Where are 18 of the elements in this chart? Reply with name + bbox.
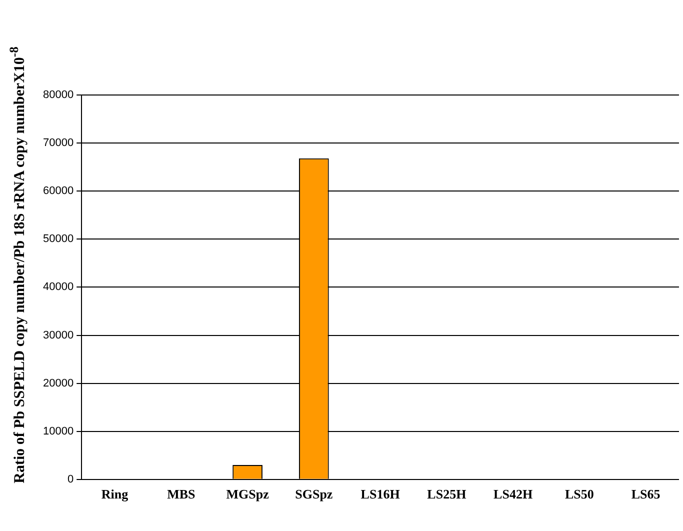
y-tick-label: 70000 — [42, 137, 74, 150]
x-tick-label: MBS — [167, 486, 196, 502]
x-tick-label: LS42H — [494, 486, 533, 502]
y-tick-label: 30000 — [42, 329, 74, 342]
x-tick-label: SGSpz — [295, 486, 333, 502]
y-tick-label: 60000 — [42, 185, 74, 198]
y-tick-label: 50000 — [42, 233, 74, 246]
x-tick-label: LS25H — [427, 486, 466, 502]
x-tick-label: LS16H — [360, 486, 400, 502]
x-tick-label: Ring — [101, 486, 129, 502]
y-tick-label: 0 — [67, 473, 74, 486]
x-tick-label: LS50 — [564, 486, 594, 502]
y-tick-label: 20000 — [42, 377, 74, 390]
x-tick-label: LS65 — [631, 486, 661, 502]
y-tick-label: 40000 — [42, 281, 74, 294]
x-tick-label: MGSpz — [226, 486, 270, 502]
y-tick-label: 10000 — [42, 425, 74, 438]
y-tick-label: 80000 — [42, 89, 74, 102]
